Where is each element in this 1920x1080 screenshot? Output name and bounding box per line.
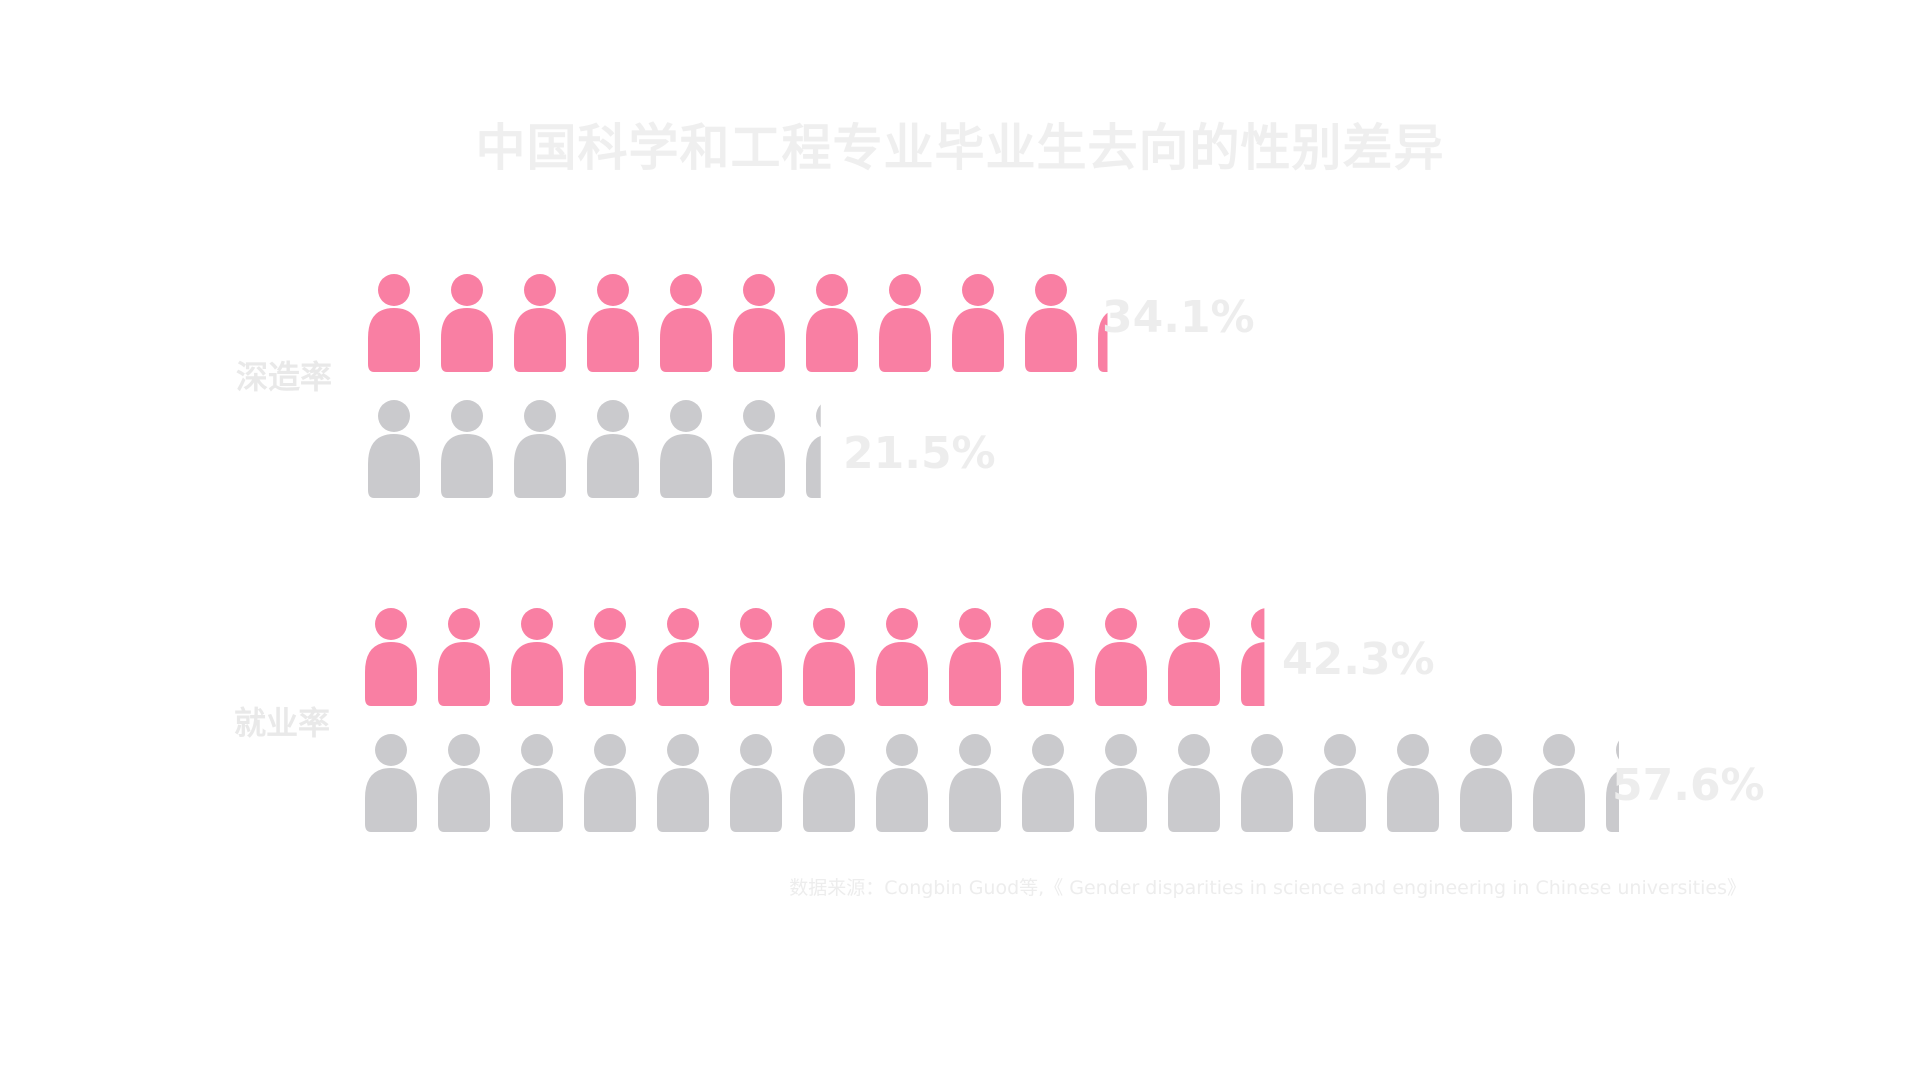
person-icon <box>587 274 639 372</box>
person-icon <box>1241 734 1293 832</box>
person-icon <box>806 274 858 372</box>
group-label-further-study: 深造率 <box>236 358 333 396</box>
person-icon <box>952 274 1004 372</box>
person-icon <box>1460 734 1512 832</box>
person-icon <box>587 400 639 498</box>
pictogram-svg <box>368 400 821 498</box>
person-icon <box>730 608 782 706</box>
chart-title: 中国科学和工程专业毕业生去向的性别差异 <box>475 119 1445 177</box>
person-icon <box>1606 740 1619 832</box>
person-icon <box>1533 734 1585 832</box>
person-icon <box>1241 608 1265 706</box>
person-icon <box>660 274 712 372</box>
person-icon <box>876 734 928 832</box>
person-icon <box>514 274 566 372</box>
person-icon <box>365 734 417 832</box>
person-icon <box>1387 734 1439 832</box>
person-icon <box>806 404 821 498</box>
pictogram-row-further-study-male <box>368 400 821 498</box>
pictogram-svg <box>365 734 1619 832</box>
pictogram-svg <box>365 608 1265 706</box>
person-icon <box>1168 734 1220 832</box>
person-icon <box>368 274 420 372</box>
person-icon <box>657 608 709 706</box>
pictogram-row-further-study-female <box>368 274 1108 372</box>
person-icon <box>876 608 928 706</box>
person-icon <box>1098 312 1108 372</box>
person-icon <box>584 734 636 832</box>
person-icon <box>730 734 782 832</box>
person-icon <box>1025 274 1077 372</box>
pictogram-row-employment-male <box>365 734 1619 832</box>
person-icon <box>949 608 1001 706</box>
person-icon <box>657 734 709 832</box>
person-icon <box>1168 608 1220 706</box>
person-icon <box>511 734 563 832</box>
person-icon <box>438 734 490 832</box>
pictogram-svg <box>368 274 1108 372</box>
person-icon <box>441 400 493 498</box>
group-label-employment: 就业率 <box>234 704 331 742</box>
person-icon <box>584 608 636 706</box>
person-icon <box>660 400 712 498</box>
person-icon <box>368 400 420 498</box>
person-icon <box>1095 608 1147 706</box>
person-icon <box>365 608 417 706</box>
pictogram-row-employment-female <box>365 608 1265 706</box>
person-icon <box>1314 734 1366 832</box>
person-icon <box>949 734 1001 832</box>
person-icon <box>803 608 855 706</box>
value-label-employment-female: 42.3% <box>1282 634 1435 685</box>
value-label-employment-male: 57.6% <box>1612 760 1765 811</box>
person-icon <box>438 608 490 706</box>
person-icon <box>1022 734 1074 832</box>
data-source-note: 数据来源：Congbin Guod等,《 Gender disparities … <box>789 877 1746 899</box>
person-icon <box>733 400 785 498</box>
person-icon <box>511 608 563 706</box>
person-icon <box>1022 608 1074 706</box>
person-icon <box>1095 734 1147 832</box>
person-icon <box>803 734 855 832</box>
value-label-further-study-female: 34.1% <box>1102 292 1255 343</box>
person-icon <box>441 274 493 372</box>
person-icon <box>514 400 566 498</box>
person-icon <box>879 274 931 372</box>
person-icon <box>733 274 785 372</box>
value-label-further-study-male: 21.5% <box>843 428 996 479</box>
